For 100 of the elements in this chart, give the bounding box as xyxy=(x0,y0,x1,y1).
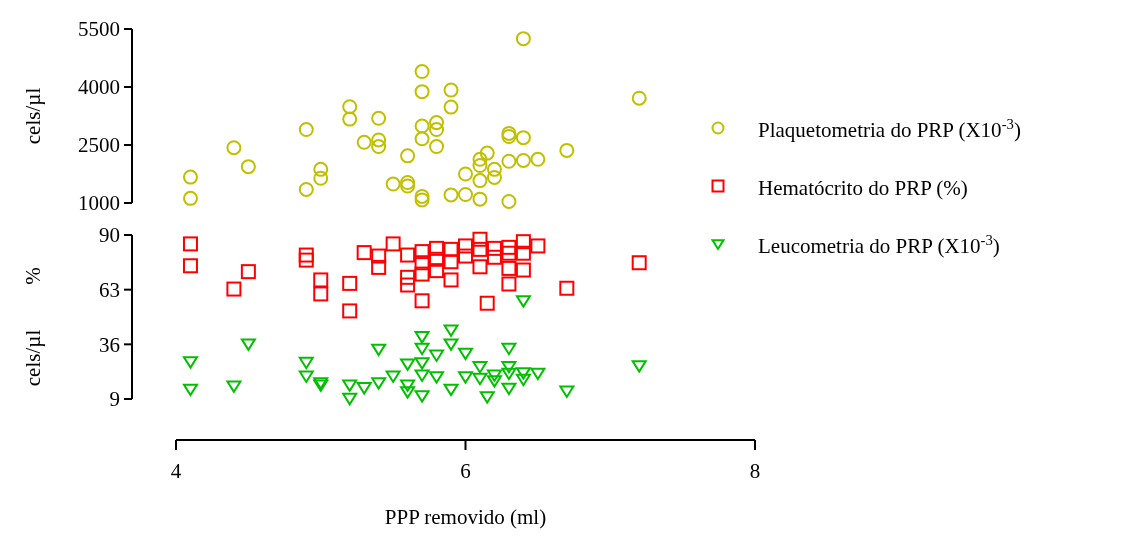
point xyxy=(472,191,488,207)
y-axis-title: cels/µl xyxy=(21,329,45,387)
point xyxy=(400,277,416,293)
point xyxy=(226,140,242,156)
point xyxy=(371,248,387,264)
point xyxy=(414,342,430,356)
point xyxy=(371,132,387,148)
point xyxy=(240,159,256,175)
point xyxy=(371,343,387,357)
point xyxy=(501,367,517,381)
point xyxy=(515,245,531,261)
point xyxy=(479,295,495,311)
point xyxy=(313,170,329,186)
point xyxy=(443,254,459,270)
point xyxy=(501,276,517,292)
point xyxy=(400,379,416,392)
point xyxy=(356,245,372,261)
point xyxy=(414,188,430,204)
legend-label: Plaquetometria do PRP (X10$^{-3}$) xyxy=(758,116,1021,143)
point xyxy=(400,269,416,285)
point xyxy=(385,236,401,252)
point xyxy=(371,139,387,155)
point xyxy=(443,187,459,203)
x-tick-label: 4 xyxy=(170,459,182,483)
point xyxy=(414,84,430,100)
point xyxy=(443,383,459,397)
point xyxy=(472,157,488,173)
point xyxy=(226,380,242,393)
point xyxy=(182,169,198,185)
point xyxy=(414,331,430,344)
point xyxy=(559,385,575,398)
point xyxy=(429,251,445,267)
point xyxy=(313,286,329,302)
point xyxy=(515,234,531,250)
point xyxy=(298,356,314,370)
y-axis-title: cels/µl xyxy=(21,87,45,145)
point xyxy=(472,173,488,189)
point xyxy=(298,181,314,197)
y-tick-label: 36 xyxy=(99,332,120,357)
point xyxy=(342,392,358,406)
point xyxy=(501,193,517,209)
point xyxy=(515,295,531,308)
x-axis-title: PPP removido (ml) xyxy=(384,505,547,529)
point xyxy=(515,262,531,278)
point xyxy=(400,386,416,399)
point xyxy=(342,111,358,127)
point xyxy=(443,82,459,98)
point xyxy=(400,247,416,263)
point xyxy=(501,342,517,356)
point xyxy=(298,370,314,383)
point xyxy=(472,151,488,167)
y-tick-label: 9 xyxy=(109,387,120,412)
y-tick-label: 4000 xyxy=(78,75,120,100)
point xyxy=(443,99,459,115)
point xyxy=(515,152,531,168)
point xyxy=(443,324,459,337)
point xyxy=(501,260,517,276)
point xyxy=(515,367,531,380)
point xyxy=(414,131,430,147)
point xyxy=(342,99,358,115)
point xyxy=(472,241,488,257)
point xyxy=(501,245,517,261)
x-tick-label: 6 xyxy=(460,459,471,483)
point xyxy=(486,169,502,185)
point xyxy=(486,249,502,265)
point xyxy=(429,139,445,155)
point xyxy=(479,145,495,161)
point xyxy=(501,382,517,396)
y-tick-label: 2500 xyxy=(78,133,120,158)
point xyxy=(559,280,575,296)
y-tick-label: 1000 xyxy=(78,191,120,216)
point xyxy=(182,383,198,397)
point xyxy=(342,275,358,291)
y-tick-label: 90 xyxy=(99,223,120,248)
point xyxy=(458,347,473,361)
legend-label: Hematócrito do PRP (%) xyxy=(758,176,968,201)
point xyxy=(429,240,445,256)
text: % xyxy=(21,267,45,285)
point xyxy=(429,122,445,138)
point xyxy=(472,259,488,275)
point xyxy=(458,248,473,264)
point xyxy=(472,372,488,386)
point xyxy=(443,241,459,257)
point xyxy=(240,338,256,351)
point xyxy=(458,166,473,182)
point xyxy=(414,255,430,271)
point xyxy=(515,31,531,47)
point xyxy=(429,349,445,362)
point xyxy=(182,258,198,274)
point xyxy=(414,192,430,208)
point xyxy=(371,377,387,390)
point xyxy=(515,130,531,146)
point xyxy=(240,264,256,280)
point xyxy=(472,361,488,374)
point xyxy=(371,110,387,126)
point xyxy=(429,371,445,384)
point xyxy=(356,134,372,150)
y-tick-label: 5500 xyxy=(78,17,120,42)
point xyxy=(458,371,473,384)
x-tick-label: 8 xyxy=(749,459,761,483)
